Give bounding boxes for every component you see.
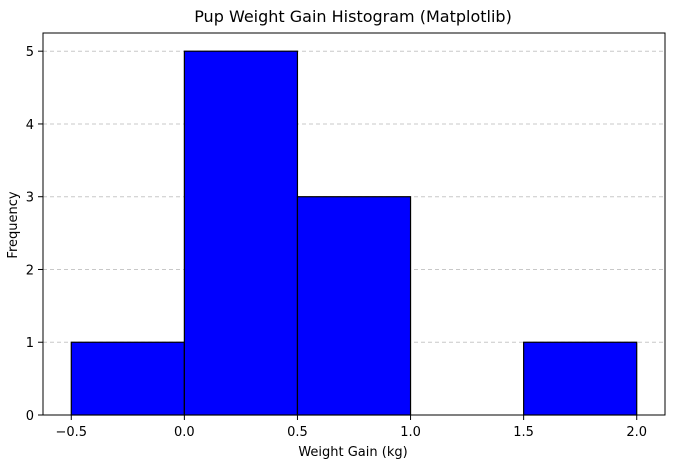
x-tick-label: 1.0 — [400, 425, 421, 440]
x-axis-label: Weight Gain (kg) — [298, 445, 407, 460]
axes-frame — [42, 32, 666, 416]
x-tick-label: −0.5 — [55, 425, 87, 440]
histogram-bar — [70, 341, 185, 416]
histogram-bars — [70, 50, 638, 416]
y-axis-ticks: 0 1 2 3 4 5 — [26, 45, 43, 424]
histogram-bar — [296, 196, 412, 416]
x-tick-label: 0.0 — [174, 425, 195, 440]
x-tick-label: 0.5 — [287, 425, 308, 440]
plot-frame — [42, 32, 666, 416]
x-tick-label: 1.5 — [513, 425, 534, 440]
y-tick-label: 3 — [26, 191, 34, 206]
y-tick-label: 5 — [26, 45, 34, 60]
histogram-bar — [183, 50, 299, 416]
y-tick-label: 0 — [26, 409, 34, 424]
y-tick-label: 2 — [26, 263, 34, 278]
x-axis-ticks: −0.5 0.0 0.5 1.0 1.5 2.0 — [55, 415, 647, 440]
x-tick-label: 2.0 — [626, 425, 647, 440]
y-tick-label: 1 — [26, 336, 34, 351]
histogram-bar — [523, 341, 638, 416]
chart-title: Pup Weight Gain Histogram (Matplotlib) — [194, 7, 512, 26]
y-axis-label: Frequency — [6, 191, 21, 258]
y-tick-label: 4 — [26, 118, 34, 133]
